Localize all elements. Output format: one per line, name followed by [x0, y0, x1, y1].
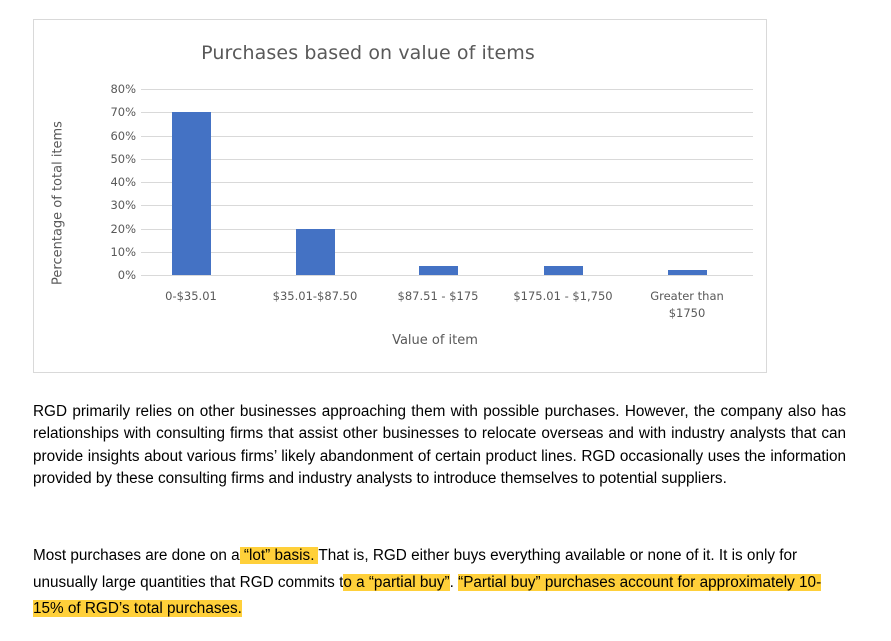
paragraph-purchasing: Most purchases are done on a “lot” basis… [33, 543, 846, 623]
y-tick-label: 20% [110, 221, 136, 236]
gridline-20 [141, 228, 753, 230]
plot-area: 80% 70% 60% 50% 40% 30% 20% 10% 0% [110, 82, 753, 282]
x-axis-title: Value of item [392, 333, 478, 348]
gridline-50 [141, 158, 753, 160]
x-tick-line1: Greater than [650, 289, 724, 303]
x-tick-line1: $35.01-$87.50 [272, 289, 358, 303]
x-tick-line1: $175.01 - $1,750 [513, 289, 613, 303]
gridline-70 [141, 112, 753, 114]
gridline-80 [141, 89, 753, 90]
gridline-60 [141, 135, 753, 137]
text-segment: That is, RGD either buys everything avai… [33, 547, 798, 591]
x-tick-label: 0-$35.01 [126, 288, 256, 305]
x-tick-label: $87.51 - $175 [373, 288, 503, 305]
paragraph-sourcing: RGD primarily relies on other businesses… [33, 403, 846, 487]
y-tick-label: 30% [110, 198, 136, 213]
x-tick-line1: $87.51 - $175 [397, 289, 479, 303]
bar-gt-1750 [668, 270, 707, 275]
y-tick-label: 80% [110, 82, 136, 96]
bar-35-87 [296, 228, 335, 275]
bar-0-35 [172, 112, 211, 275]
y-tick-label: 60% [110, 128, 136, 143]
y-tick-label: 0% [117, 268, 136, 282]
chart-title: Purchases based on value of items [201, 42, 535, 64]
y-tick-label: 10% [110, 244, 136, 259]
gridline-30 [141, 205, 753, 207]
gridline-0 [141, 275, 753, 276]
chart-container: Purchases based on value of items Percen… [33, 19, 767, 373]
text-segment: Most purchases are done on a [33, 547, 240, 564]
y-tick-label: 40% [110, 175, 136, 189]
y-axis-title: Percentage of total items [50, 121, 66, 285]
gridline-10 [141, 251, 753, 253]
y-tick-label: 70% [110, 105, 136, 120]
highlight-lot-basis: “lot” basis. [239, 547, 319, 564]
x-tick-label: $175.01 - $1,750 [498, 288, 628, 305]
bar-87-175 [419, 265, 458, 275]
gridline-40 [141, 182, 753, 183]
x-tick-label: Greater than $1750 [622, 288, 752, 322]
bar-175-1750 [544, 265, 583, 275]
x-tick-line2: $1750 [668, 306, 706, 320]
x-tick-line1: 0-$35.01 [165, 289, 217, 303]
x-tick-label: $35.01-$87.50 [250, 288, 380, 305]
highlight-partial-buy: o a “partial buy” [343, 573, 450, 591]
y-tick-label: 50% [110, 151, 136, 166]
text-segment: . [449, 573, 459, 591]
